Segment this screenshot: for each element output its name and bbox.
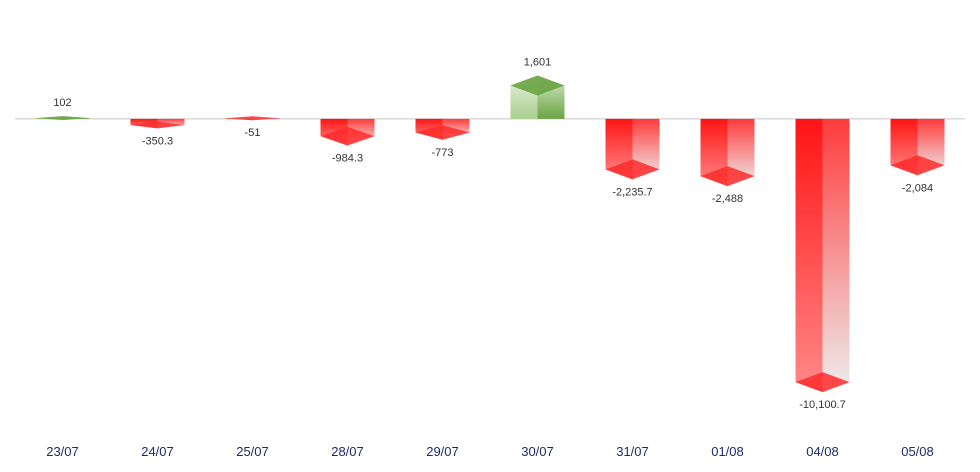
x-tick-28/07: 28/07 (331, 444, 364, 459)
bar-05/08 (890, 118, 945, 176)
bar-top-cap (510, 75, 565, 96)
data-label-29/07: -773 (431, 147, 453, 159)
x-tick-05/08: 05/08 (901, 444, 934, 459)
data-label-23/07: 102 (53, 97, 71, 109)
bar-bottom-cap (890, 155, 945, 176)
x-tick-25/07: 25/07 (236, 444, 269, 459)
x-tick-24/07: 24/07 (141, 444, 174, 459)
bar-bottom-cap (130, 121, 185, 129)
bar-bottom-cap (415, 125, 470, 140)
x-tick-23/07: 23/07 (46, 444, 79, 459)
bar-30/07 (510, 75, 565, 119)
bar-bottom-cap (700, 166, 755, 187)
data-label-31/07: -2,235.7 (612, 186, 652, 198)
data-label-25/07: -51 (245, 127, 261, 139)
bar-23/07 (35, 116, 90, 121)
data-label-01/08: -2,488 (712, 193, 743, 205)
x-tick-01/08: 01/08 (711, 444, 744, 459)
bar-bottom-cap (320, 126, 375, 146)
bar-29/07 (415, 118, 470, 140)
x-tick-30/07: 30/07 (521, 444, 554, 459)
bar-28/07 (320, 118, 375, 146)
x-tick-31/07: 31/07 (616, 444, 649, 459)
data-label-05/08: -2,084 (902, 182, 933, 194)
bar-01/08 (700, 118, 755, 187)
x-tick-29/07: 29/07 (426, 444, 459, 459)
bar-25/07 (225, 116, 280, 121)
bar-bottom-cap (795, 372, 850, 393)
bar-side-face (822, 118, 850, 393)
bar-04/08 (795, 118, 850, 393)
data-label-24/07: -350.3 (142, 135, 173, 147)
data-labels-group: 102 -350.3 -51 -984.3 -773 1,601 -2,235.7 -2,48… (53, 57, 933, 412)
bar-top-cap (35, 116, 90, 121)
bars-group (35, 75, 945, 393)
data-label-30/07: 1,601 (524, 57, 552, 69)
bar-bottom-cap (225, 116, 280, 121)
bar-31/07 (605, 118, 660, 180)
x-tick-04/08: 04/08 (806, 444, 839, 459)
bar-24/07 (130, 118, 185, 129)
data-label-04/08: -10,100.7 (799, 399, 845, 411)
bar-bottom-cap (605, 159, 660, 180)
data-label-28/07: -984.3 (332, 152, 363, 164)
x-axis-tick-labels: 23/07 24/07 25/07 28/07 29/07 30/07 31/07 01/08… (46, 444, 934, 459)
bar-front-face (795, 118, 823, 393)
